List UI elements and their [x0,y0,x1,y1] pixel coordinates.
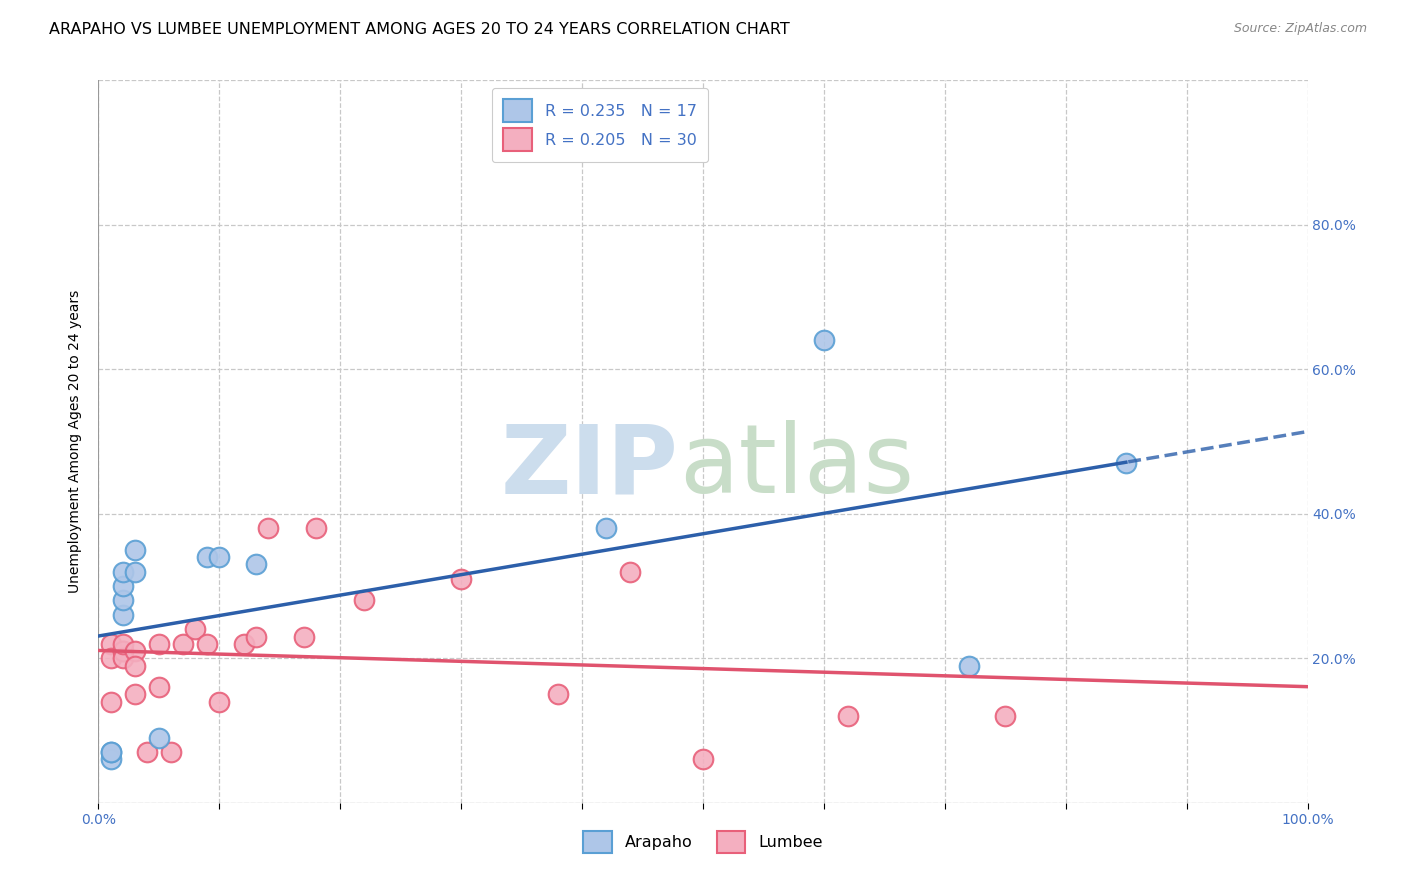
Point [100,651,122,665]
Point [111,644,134,658]
Y-axis label: Unemployment Among Ages 20 to 24 years: Unemployment Among Ages 20 to 24 years [69,290,83,593]
Point [692,752,714,766]
Point [100,752,122,766]
Text: ARAPAHO VS LUMBEE UNEMPLOYMENT AMONG AGES 20 TO 24 YEARS CORRELATION CHART: ARAPAHO VS LUMBEE UNEMPLOYMENT AMONG AGE… [49,22,790,37]
Point [172,637,194,651]
Point [111,565,134,579]
Point [111,579,134,593]
Point [837,709,859,723]
Point [232,637,254,651]
Point [256,521,278,535]
Point [957,658,980,673]
Point [111,607,134,622]
Point [124,658,146,673]
Point [148,637,170,651]
Point [148,731,170,745]
Point [124,687,146,701]
Point [135,745,157,759]
Point [124,565,146,579]
Point [208,550,231,565]
Point [547,687,569,701]
Point [100,695,122,709]
Point [195,637,218,651]
Point [124,644,146,658]
Point [100,745,122,759]
Point [195,550,218,565]
Point [353,593,375,607]
Point [813,334,835,348]
Legend: Arapaho, Lumbee: Arapaho, Lumbee [576,824,830,860]
Text: atlas: atlas [679,420,914,513]
Point [100,745,122,759]
Point [124,542,146,557]
Point [111,637,134,651]
Text: ZIP: ZIP [501,420,679,513]
Point [160,745,183,759]
Point [994,709,1017,723]
Point [111,644,134,658]
Point [292,630,315,644]
Point [148,680,170,694]
Point [111,593,134,607]
Point [208,695,231,709]
Point [184,623,207,637]
Point [305,521,328,535]
Text: Source: ZipAtlas.com: Source: ZipAtlas.com [1233,22,1367,36]
Point [1115,456,1137,470]
Point [619,565,641,579]
Point [100,637,122,651]
Point [111,651,134,665]
Point [450,572,472,586]
Point [245,630,267,644]
Point [245,558,267,572]
Point [595,521,617,535]
